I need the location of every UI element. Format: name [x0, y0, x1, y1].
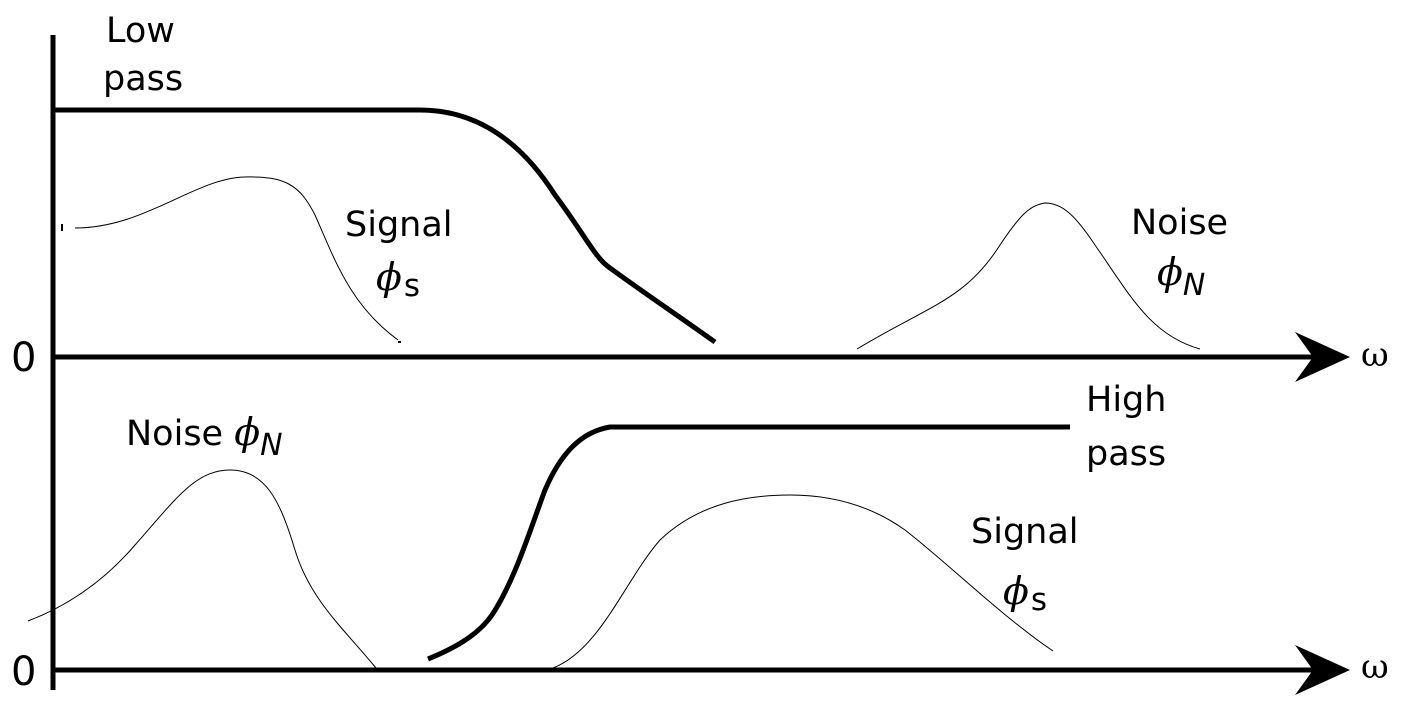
top-noise-subscript: N [1182, 268, 1206, 303]
top-omega-label: ω [1361, 335, 1389, 375]
top-origin-label: 0 [11, 335, 37, 381]
bottom-signal-phi: ϕ [1003, 569, 1029, 613]
top-signal-subscript: s [403, 268, 421, 304]
bottom-noise-subscript: N [260, 428, 283, 463]
high-pass-filter-curve [427, 424, 1070, 662]
low-pass-label-line2: pass [103, 59, 184, 99]
bottom-noise-label: Noise ϕN [126, 410, 283, 461]
top-signal-spectrum [74, 176, 399, 341]
top-noise-spectrum [856, 202, 1201, 350]
low-pass-label-line1: Low [106, 11, 175, 51]
top-noise-label: Noise [1131, 203, 1229, 243]
top-signal-label: Signal [345, 205, 453, 245]
bottom-signal-symbol: ϕs [1003, 569, 1047, 616]
bottom-omega-label: ω [1361, 647, 1389, 687]
bottom-signal-subscript: s [1030, 582, 1048, 618]
bottom-noise-text: Noise [126, 414, 224, 454]
bottom-origin-label: 0 [11, 649, 37, 695]
low-pass-filter-curve [55, 107, 717, 345]
bottom-signal-label: Signal [971, 512, 1079, 552]
bottom-noise-spectrum [27, 469, 377, 669]
high-pass-label-line2: pass [1086, 434, 1167, 474]
high-pass-label-line1: High [1086, 380, 1167, 420]
bottom-noise-phi: ϕ [234, 410, 261, 454]
top-signal-symbol: ϕs [376, 255, 420, 302]
top-noise-phi: ϕ [1157, 250, 1183, 294]
top-signal-phi: ϕ [376, 255, 402, 299]
top-noise-symbol: ϕN [1157, 250, 1205, 301]
bottom-axis-arrowhead [1295, 645, 1350, 695]
top-axis-arrowhead [1295, 332, 1350, 382]
bottom-signal-spectrum [552, 494, 1054, 669]
